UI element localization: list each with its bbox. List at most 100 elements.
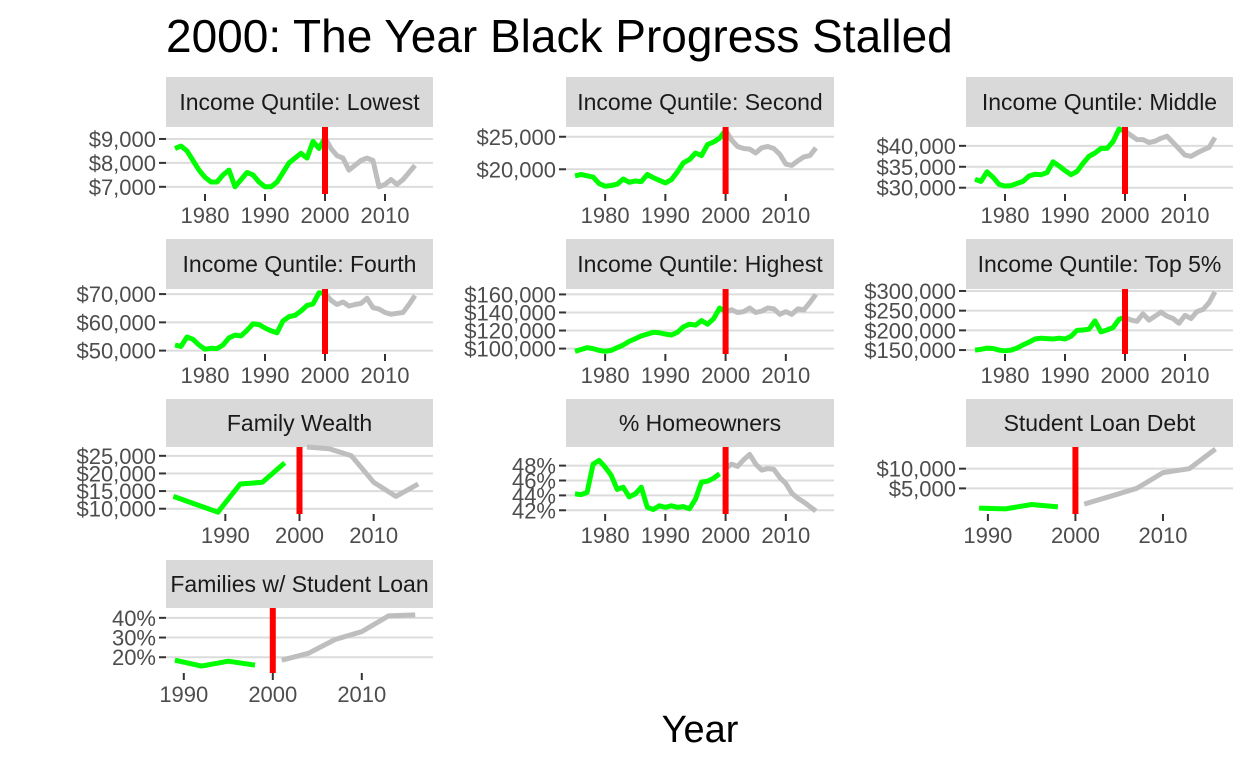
facet-strip: [966, 239, 1233, 289]
x-tick-label: 2010: [761, 203, 810, 228]
facet-strip: [166, 560, 433, 608]
series-line-pre-2000: [174, 136, 328, 190]
x-tick-label: 1980: [581, 523, 630, 548]
y-tick-label: $70,000: [76, 282, 156, 307]
x-tick-label: 1990: [641, 203, 690, 228]
series-line-post-2000: [723, 128, 818, 168]
series-line-post-2000: [1123, 129, 1218, 159]
facet-title: Income Quntile: Second: [577, 89, 822, 115]
y-tick-label: $35,000: [876, 155, 956, 180]
x-tick-label: 1990: [241, 203, 290, 228]
facet-title: Income Quntile: Fourth: [183, 251, 417, 277]
y-tick-label: $60,000: [76, 310, 156, 335]
facet-title: Income Quntile: Top 5%: [978, 251, 1222, 277]
x-tick-label: 2010: [361, 203, 410, 228]
series-line-pre-2000: [974, 315, 1126, 354]
y-tick-label: $9,000: [89, 127, 156, 152]
facet-title: Student Loan Debt: [1004, 410, 1196, 436]
x-tick-label: 1980: [981, 203, 1030, 228]
y-tick-label: $50,000: [76, 339, 156, 364]
x-tick-label: 2000: [248, 682, 297, 707]
x-tick-label: 2000: [1101, 203, 1150, 228]
facet-panel: Income Quntile: Highest$100,000$120,000$…: [464, 239, 834, 388]
facet-panel: Family Wealth $10,000$15,000$20,000$25,00…: [76, 399, 433, 548]
x-tick-label: 1990: [1041, 363, 1090, 388]
facet-strip: [566, 77, 834, 127]
x-tick-label: 2000: [1101, 363, 1150, 388]
y-tick-label: $15,000: [76, 479, 156, 504]
chart-title: 2000: The Year Black Progress Stalled: [166, 10, 953, 62]
series-line-post-2000: [724, 292, 818, 317]
x-tick-label: 1980: [181, 203, 230, 228]
series-line-post-2000: [322, 136, 417, 190]
facet-strip: [566, 239, 834, 289]
facet-strip: [966, 399, 1233, 447]
x-tick-label: 1980: [181, 363, 230, 388]
x-tick-label: 1980: [581, 363, 630, 388]
x-tick-label: 2000: [275, 523, 324, 548]
series-line-post-2000: [323, 291, 418, 317]
y-tick-label: $140,000: [464, 300, 556, 325]
facet-panel: Income Quntile: Second $20,000 $25,000 1980…: [476, 77, 834, 228]
facet-strip: [166, 399, 433, 447]
y-tick-label: $100,000: [464, 337, 556, 362]
y-tick-label: 44%: [512, 483, 556, 508]
x-tick-label: 2010: [761, 363, 810, 388]
y-tick-label: $300,000: [864, 279, 956, 304]
x-tick-label: 2000: [301, 363, 350, 388]
x-tick-label: 1990: [201, 523, 250, 548]
y-tick-label: $200,000: [864, 318, 956, 343]
x-axis-label: Year: [662, 709, 739, 751]
facet-title: Family Wealth: [227, 410, 372, 436]
x-tick-label: 2000: [701, 523, 750, 548]
y-tick-label: $40,000: [876, 134, 956, 159]
series-line-pre-2000: [174, 657, 256, 669]
facet-strip: [166, 239, 433, 289]
y-tick-label: $20,000: [476, 157, 556, 182]
x-tick-label: 2000: [701, 363, 750, 388]
facet-panel: Income Quntile: Fourth $50,000 $60,000 $70,…: [76, 239, 433, 388]
x-tick-label: 2010: [361, 363, 410, 388]
facet-panels: Income Quntile: Lowest $7,000$8,000$9,000…: [76, 77, 1233, 707]
series-line-post-2000: [1123, 290, 1218, 326]
x-tick-label: 1980: [581, 203, 630, 228]
y-tick-label: 46%: [512, 469, 556, 494]
facet-strip: [966, 77, 1233, 127]
x-tick-label: 1990: [963, 523, 1012, 548]
y-tick-label: 30%: [112, 626, 156, 651]
facet-panel: % Homeowners 42%44%46%48% 1980 1990 2000 2010: [512, 399, 834, 548]
facet-strip: [166, 77, 433, 127]
y-tick-label: $25,000: [476, 125, 556, 150]
x-tick-label: 2000: [1051, 523, 1100, 548]
y-tick-label: $5,000: [889, 476, 956, 501]
facet-panel: Income Quntile: Lowest $7,000$8,000$9,000…: [89, 77, 433, 228]
y-tick-label: $250,000: [864, 299, 956, 324]
y-tick-label: $25,000: [76, 444, 156, 469]
x-tick-label: 1990: [641, 363, 690, 388]
x-tick-label: 1990: [159, 682, 208, 707]
y-tick-label: $10,000: [876, 457, 956, 482]
facet-title: % Homeowners: [619, 410, 781, 436]
facet-title: Income Quntile: Middle: [982, 89, 1217, 115]
x-tick-label: 2010: [1138, 523, 1187, 548]
series-line-post-2000: [306, 444, 420, 499]
facet-title: Income Quntile: Highest: [577, 251, 823, 277]
y-tick-label: $8,000: [89, 151, 156, 176]
x-tick-label: 1990: [241, 363, 290, 388]
facet-title: Income Quntile: Lowest: [179, 89, 420, 115]
facet-panel: Families w/ Student Loan 20%30%40% 1990 200…: [112, 560, 433, 707]
y-tick-label: 20%: [112, 645, 156, 670]
series-line-post-2000: [724, 451, 818, 514]
series-line-pre-2000: [974, 126, 1126, 189]
series-line-pre-2000: [574, 457, 722, 512]
y-tick-label: $30,000: [876, 176, 956, 201]
y-tick-label: $160,000: [464, 282, 556, 307]
y-tick-label: $150,000: [864, 338, 956, 363]
y-tick-label: 40%: [112, 606, 156, 631]
y-tick-label: $120,000: [464, 319, 556, 344]
series-line-pre-2000: [574, 305, 727, 354]
series-line-pre-2000: [174, 290, 326, 352]
x-tick-label: 1980: [981, 363, 1030, 388]
x-tick-label: 1990: [641, 523, 690, 548]
